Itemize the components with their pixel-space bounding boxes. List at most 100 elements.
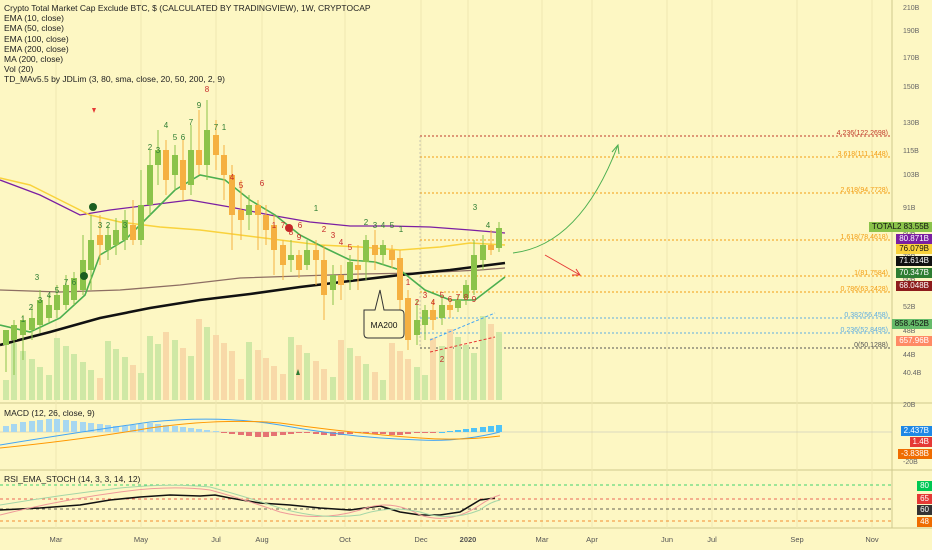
candle-body[interactable] [471, 255, 477, 290]
candle-body[interactable] [455, 300, 461, 308]
candle-body[interactable] [221, 155, 227, 175]
macd-legend[interactable]: MACD (12, 26, close, 9) [4, 408, 95, 418]
candle-body[interactable] [138, 205, 144, 240]
macd-histogram-bar [380, 432, 386, 434]
buy-signal-icon [296, 369, 300, 375]
legend-ema50[interactable]: EMA (50, close) [4, 23, 64, 34]
macd-pane[interactable] [0, 418, 892, 449]
candle-body[interactable] [155, 150, 161, 165]
legend-volume[interactable]: Vol (20) [4, 64, 34, 75]
volume-bar [37, 367, 43, 400]
trend-line[interactable] [429, 312, 496, 341]
td-count: 1 [399, 225, 404, 234]
legend-td[interactable]: TD_MAv5.5 by JDLim (3, 80, sma, close, 2… [4, 74, 225, 85]
td-count: 3 [35, 273, 40, 282]
candle-body[interactable] [188, 150, 194, 185]
candle-body[interactable] [246, 205, 252, 215]
candle-body[interactable] [405, 298, 411, 340]
candle-body[interactable] [263, 215, 269, 230]
candle-body[interactable] [122, 220, 128, 240]
candle-body[interactable] [130, 225, 136, 240]
rsi-legend[interactable]: RSI_EMA_STOCH (14, 3, 3, 14, 12) [4, 474, 141, 484]
candle-body[interactable] [229, 175, 235, 215]
candle-body[interactable] [196, 150, 202, 165]
macd-histogram-bar [430, 432, 436, 433]
candle-body[interactable] [347, 262, 353, 280]
legend-title[interactable]: Crypto Total Market Cap Exclude BTC, $ (… [4, 3, 371, 13]
rsi-pane[interactable] [0, 484, 892, 522]
legend-ema100[interactable]: EMA (100, close) [4, 33, 69, 44]
candle-body[interactable] [20, 320, 26, 335]
trend-line[interactable] [429, 336, 496, 353]
candle-body[interactable] [238, 210, 244, 220]
candle-body[interactable] [313, 250, 319, 260]
candle-body[interactable] [29, 318, 35, 330]
legend-ema10[interactable]: EMA (10, close) [4, 13, 64, 24]
candle-body[interactable] [255, 205, 261, 215]
candle-body[interactable] [414, 320, 420, 335]
candle-body[interactable] [204, 130, 210, 165]
td-count: 6 [298, 221, 303, 230]
candle-body[interactable] [422, 310, 428, 325]
legend-ema200[interactable]: EMA (200, close) [4, 43, 69, 54]
candle-body[interactable] [71, 278, 77, 300]
candle-body[interactable] [11, 325, 17, 340]
fib-level-label: 1.618(78.4618) [841, 234, 888, 241]
volume-bar [288, 337, 294, 400]
candle-body[interactable] [372, 245, 378, 255]
candle-body[interactable] [46, 305, 52, 318]
candle-body[interactable] [3, 330, 9, 345]
projection-arrow-up[interactable] [512, 144, 619, 254]
volume-bar [54, 338, 60, 400]
legend-ma200[interactable]: MA (200, close) [4, 54, 64, 65]
volume-bar [130, 365, 136, 400]
time-axis[interactable]: Mar May Jul Aug Oct Dec 2020 Mar Apr Jun Jul Sep Nov [50, 535, 879, 544]
candle-body[interactable] [496, 228, 502, 248]
candle-body[interactable] [147, 165, 153, 205]
candle-body[interactable] [97, 235, 103, 245]
candle-body[interactable] [304, 250, 310, 265]
candle-body[interactable] [380, 245, 386, 255]
candle-body[interactable] [439, 305, 445, 318]
candle-body[interactable] [363, 240, 369, 262]
macd-histogram-bar [196, 429, 202, 432]
candle-body[interactable] [321, 260, 327, 295]
candle-body[interactable] [397, 258, 403, 300]
candle-body[interactable] [54, 295, 60, 310]
macd-histogram-bar [80, 422, 86, 432]
volume-bar [204, 327, 210, 400]
candle-body[interactable] [355, 265, 361, 270]
volume-bar [313, 361, 319, 400]
fib-extension[interactable]: 4.236(122.2698) 3.618(111.1448) 2.618(94.7… [419, 130, 892, 349]
candle-body[interactable] [113, 230, 119, 245]
candle-body[interactable] [430, 310, 436, 320]
rsi-value-tag: 65 [917, 494, 932, 504]
candle-body[interactable] [180, 160, 186, 190]
candle-body[interactable] [172, 155, 178, 175]
candle-body[interactable] [37, 300, 43, 325]
candle-body[interactable] [338, 275, 344, 285]
ma200-callout[interactable] [363, 289, 405, 339]
td-count: 8 [289, 228, 294, 237]
candle-body[interactable] [480, 245, 486, 260]
candle-body[interactable] [105, 235, 111, 250]
projection-arrow-down[interactable] [544, 254, 581, 276]
macd-signal-line [0, 420, 501, 449]
candle-body[interactable] [389, 250, 395, 260]
candle-body[interactable] [88, 240, 94, 270]
candle-body[interactable] [280, 245, 286, 265]
rsi-line [0, 494, 496, 516]
candle-body[interactable] [271, 225, 277, 250]
candle-body[interactable] [330, 275, 336, 290]
candle-body[interactable] [288, 255, 294, 260]
candle-body[interactable] [213, 135, 219, 155]
candle-body[interactable] [296, 255, 302, 270]
candle-body[interactable] [63, 285, 69, 305]
candlesticks[interactable] [3, 100, 502, 375]
candle-body[interactable] [163, 150, 169, 180]
candle-body[interactable] [488, 245, 494, 250]
candle-body[interactable] [463, 285, 469, 298]
candle-body[interactable] [447, 305, 453, 310]
